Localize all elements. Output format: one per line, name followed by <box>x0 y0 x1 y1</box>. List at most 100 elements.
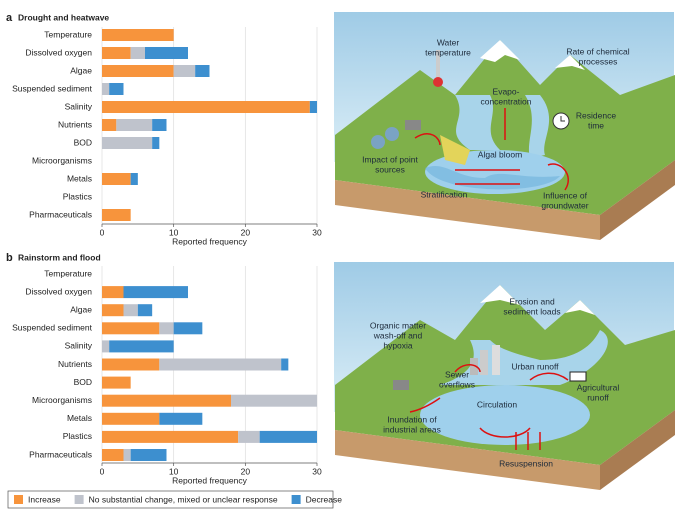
diagram-label: processes <box>579 56 618 66</box>
chart-title: Rainstorm and flood <box>18 252 101 262</box>
x-tick-label: 10 <box>169 466 179 476</box>
diagram-label: time <box>588 120 604 130</box>
bar-segment <box>102 286 124 299</box>
x-tick-label: 30 <box>312 227 322 237</box>
bar-segment <box>102 173 131 185</box>
bar-segment <box>102 119 117 131</box>
legend-label: No substantial change, mixed or unclear … <box>89 494 278 504</box>
bar-segment <box>102 412 160 425</box>
x-axis-label: Reported frequency <box>172 236 247 246</box>
diagram-label: Residence <box>576 110 616 120</box>
category-label: Metals <box>67 413 92 423</box>
diagram-label: Erosion and <box>509 296 555 306</box>
bar-segment <box>109 340 174 353</box>
bar-segment <box>137 304 153 317</box>
bar-segment <box>159 358 282 371</box>
bar-segment <box>231 394 317 407</box>
diagram-label: overflows <box>439 379 475 389</box>
bar-segment <box>102 47 131 59</box>
category-label: Algae <box>70 304 92 314</box>
bar-segment <box>102 340 110 353</box>
bar-segment <box>159 322 174 335</box>
diagram-label: Algal bloom <box>478 149 522 159</box>
legend-swatch <box>291 495 301 504</box>
diagram-label: Water <box>437 37 460 47</box>
bar-segment <box>123 286 188 299</box>
bar-segment <box>116 119 153 131</box>
diagram-label: Sewer <box>445 369 469 379</box>
diagram-label: Resuspension <box>499 458 553 468</box>
diagram-label: Rate of chemical <box>566 46 629 56</box>
category-label: Dissolved oxygen <box>25 286 92 296</box>
diagram-label: Agricultural <box>577 382 620 392</box>
category-label: Suspended sediment <box>12 83 93 93</box>
category-label: Salinity <box>65 341 93 351</box>
category-label: Salinity <box>65 101 93 111</box>
bar-segment <box>123 449 131 461</box>
category-label: BOD <box>74 137 92 147</box>
diagram-label: Influence of <box>543 190 588 200</box>
diagram-label: temperature <box>425 47 471 57</box>
diagram-label: Urban runoff <box>511 361 559 371</box>
diagram-label: groundwater <box>541 200 588 210</box>
bar-segment <box>102 304 124 317</box>
diagram-label: hypoxia <box>383 340 413 350</box>
category-label: Nutrients <box>58 359 92 369</box>
bar-segment <box>102 322 160 335</box>
diagram-label: Stratification <box>421 189 468 199</box>
bar-segment <box>195 65 210 77</box>
diagram-label: sediment loads <box>503 306 560 316</box>
bar-segment <box>259 430 317 443</box>
bar-segment <box>102 358 160 371</box>
category-label: Suspended sediment <box>12 323 93 333</box>
category-label: Plastics <box>63 191 92 201</box>
diagram-label: concentration <box>480 96 531 106</box>
bar-segment <box>152 119 167 131</box>
x-tick-label: 20 <box>241 466 251 476</box>
diagram-label: Impact of point <box>362 154 418 164</box>
bar-segment <box>102 137 153 149</box>
x-tick-label: 0 <box>100 227 105 237</box>
bar-segment <box>123 304 138 317</box>
category-label: Metals <box>67 173 92 183</box>
bar-segment <box>173 65 196 77</box>
category-label: Temperature <box>44 29 92 39</box>
category-label: Pharmaceuticals <box>29 449 92 459</box>
x-axis-label: Reported frequency <box>172 475 247 485</box>
bar-segment <box>159 412 203 425</box>
diagram-label: Organic matter <box>370 320 426 330</box>
x-tick-label: 20 <box>241 227 251 237</box>
legend-swatch <box>14 495 23 504</box>
category-label: Algae <box>70 65 92 75</box>
bar-segment <box>281 358 289 371</box>
bar-segment <box>145 47 188 59</box>
bar-segment <box>102 209 131 221</box>
bar-segment <box>109 83 124 95</box>
x-tick-label: 10 <box>169 227 179 237</box>
category-label: Dissolved oxygen <box>25 47 92 57</box>
diagram-label: Circulation <box>477 399 517 409</box>
bar-segment <box>102 394 231 407</box>
x-tick-label: 30 <box>312 466 322 476</box>
category-label: Microorganisms <box>32 155 92 165</box>
bar-segment <box>102 376 131 389</box>
bar-segment <box>102 101 310 113</box>
bar-segment <box>102 65 174 77</box>
legend-box <box>7 490 334 509</box>
diagram-label: wash-off and <box>373 330 423 340</box>
illustration-a <box>334 12 675 240</box>
bar-segment <box>130 173 138 185</box>
panel-label: a <box>6 12 13 24</box>
legend-swatch <box>74 495 84 504</box>
bar-segment <box>130 47 145 59</box>
bar-segment <box>102 430 239 443</box>
diagram-label: runoff <box>587 392 609 402</box>
category-label: BOD <box>74 377 92 387</box>
bar-segment <box>309 101 317 113</box>
category-label: Nutrients <box>58 119 92 129</box>
legend-label: Increase <box>28 494 61 504</box>
bar-segment <box>102 449 124 461</box>
diagram-label: sources <box>375 164 405 174</box>
bar-segment <box>102 29 174 41</box>
